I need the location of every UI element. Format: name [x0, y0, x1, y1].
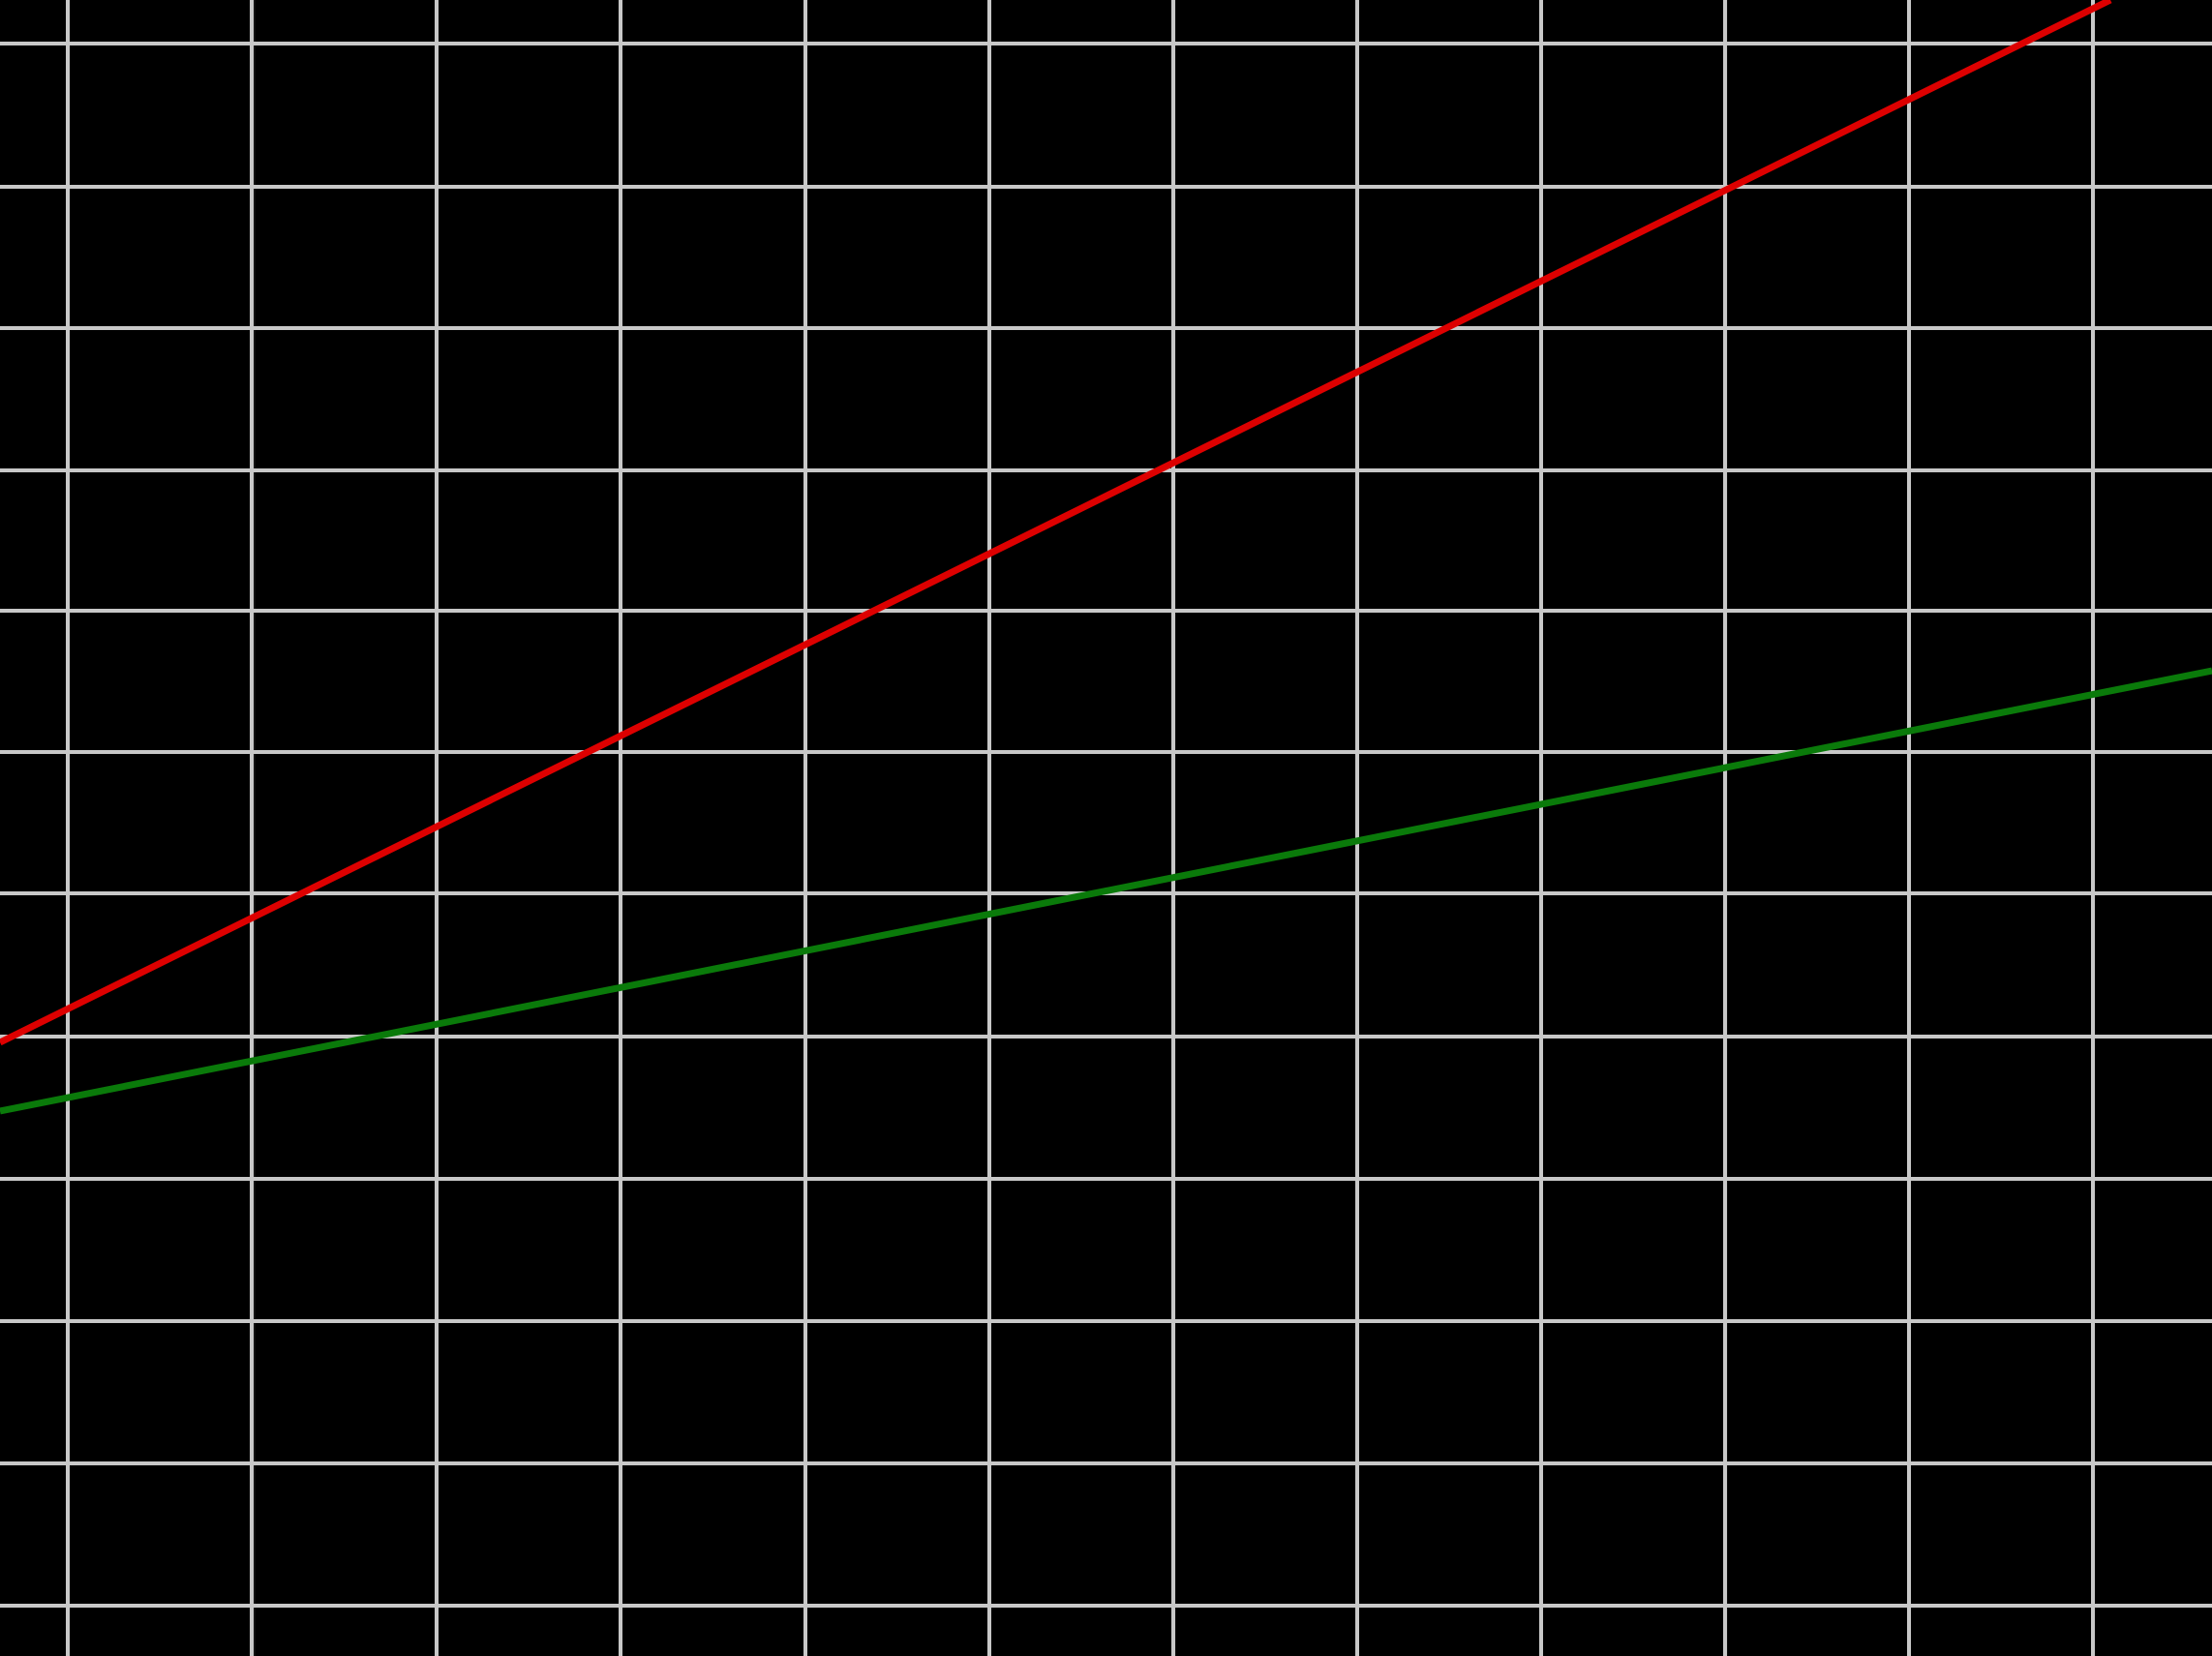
gridlines-horizontal	[0, 42, 2212, 1608]
series-line-green-line	[0, 667, 2212, 1115]
series-group	[0, 0, 2212, 1115]
series-line-red-line	[0, 0, 2112, 1046]
